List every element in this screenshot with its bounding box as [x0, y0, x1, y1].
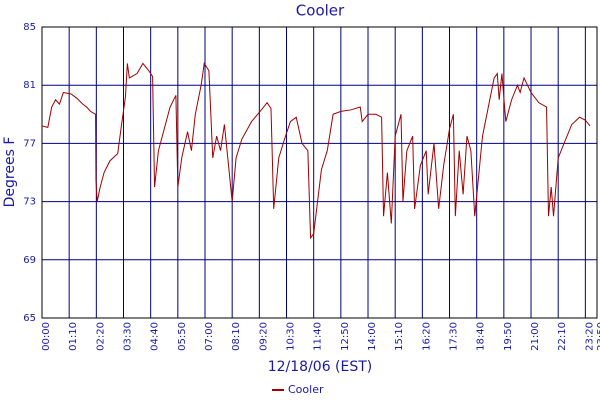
x-tick-label: 08:10: [231, 322, 242, 351]
x-tick-label: 09:20: [258, 322, 269, 351]
x-tick-label: 12:50: [340, 322, 351, 351]
x-tick-label: 10:30: [286, 322, 297, 351]
x-tick-label: 16:20: [421, 322, 432, 351]
x-tick-label: 02:20: [95, 322, 106, 351]
x-tick-label: 07:00: [204, 322, 215, 351]
x-tick-label: 01:10: [68, 322, 79, 351]
x-tick-label: 04:40: [150, 322, 161, 351]
data-line: [41, 61, 591, 240]
x-tick-label: 17:30: [449, 322, 460, 351]
y-axis-label: Degrees F: [2, 137, 18, 208]
x-axis-label: 12/18/06 (EST): [268, 359, 373, 375]
x-tick-label: 15:10: [394, 322, 405, 351]
y-tick-label: 81: [23, 80, 36, 91]
x-tick-label: 22:10: [557, 322, 568, 351]
x-tick-label: 11:40: [313, 322, 324, 351]
y-tick-label: 69: [23, 255, 36, 266]
x-tick-label: 23:20: [584, 322, 595, 351]
chart-title: Cooler: [296, 2, 345, 20]
x-tick-label: 18:40: [476, 322, 487, 351]
x-tick-label: 14:00: [367, 322, 378, 351]
x-tick-label: 05:50: [177, 322, 188, 351]
x-tick-label: 19:50: [503, 322, 514, 351]
x-tick-label: 21:00: [530, 322, 541, 351]
x-tick-label: 00:00: [41, 322, 52, 351]
x-tick-label: 03:30: [123, 322, 134, 351]
legend-label: Cooler: [288, 383, 324, 396]
x-tick-label: 23:50: [596, 322, 600, 351]
y-tick-label: 77: [23, 138, 36, 149]
y-tick-label: 85: [23, 22, 36, 33]
y-tick-label: 73: [23, 197, 36, 208]
y-tick-label: 65: [23, 313, 36, 324]
plot-border: [41, 26, 598, 319]
